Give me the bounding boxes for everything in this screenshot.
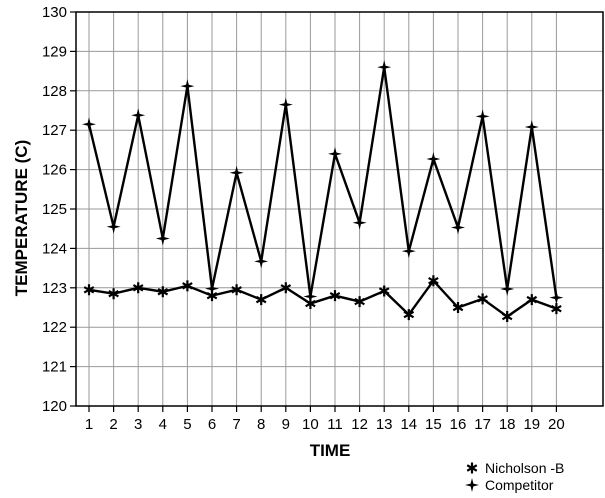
- x-tick-label: 20: [548, 416, 565, 433]
- x-tick-label: 1: [85, 416, 93, 433]
- data-point: [180, 79, 195, 94]
- data-point: [182, 280, 193, 292]
- data-point: [131, 108, 146, 123]
- x-tick-label: 5: [183, 416, 191, 433]
- y-tick-label: 128: [42, 83, 67, 100]
- y-tick-label: 127: [42, 122, 67, 139]
- data-point: [403, 309, 415, 321]
- y-axis-ticks: 120 121 122 123 124 125 126 127 128 129 130: [42, 4, 76, 415]
- data-point: [108, 288, 119, 300]
- data-point: [82, 117, 96, 132]
- y-tick-label: 130: [42, 4, 67, 21]
- data-point: [524, 120, 539, 135]
- data-point: [155, 231, 170, 246]
- plot-frame: [75, 11, 604, 407]
- y-tick-label: 124: [42, 240, 67, 257]
- x-tick-label: 15: [425, 416, 442, 433]
- y-tick-label: 123: [42, 280, 67, 297]
- x-tick-label: 17: [474, 416, 491, 433]
- data-point: [303, 289, 318, 304]
- data-point: [475, 109, 490, 124]
- x-tick-label: 4: [159, 416, 167, 433]
- data-point: [526, 294, 538, 306]
- grid-lines: [76, 11, 603, 407]
- y-tick-label: 121: [42, 359, 67, 376]
- data-point: [329, 290, 341, 302]
- data-point: [501, 311, 513, 323]
- x-tick-label: 9: [282, 416, 290, 433]
- data-point: [477, 293, 488, 305]
- y-tick-label: 122: [42, 319, 67, 336]
- x-axis-ticks: 1 2 3 4 5 6 7 8 9 10 11 12 13 14 15 16 17 18 19 20: [85, 406, 565, 433]
- series-line: [88, 278, 557, 319]
- data-point: [157, 286, 169, 298]
- x-tick-label: 8: [257, 416, 265, 433]
- data-point: [378, 285, 390, 297]
- x-tick-label: 13: [376, 416, 393, 433]
- legend-asterisk-shape: [466, 462, 478, 474]
- x-tick-label: 7: [232, 416, 240, 433]
- data-point: [428, 275, 439, 287]
- y-tick-label: 125: [42, 201, 67, 218]
- series-nicholson: [83, 275, 562, 323]
- data-point: [106, 219, 121, 234]
- x-tick-label: 18: [499, 416, 516, 433]
- data-point: [401, 244, 416, 259]
- x-tick-label: 11: [327, 416, 343, 433]
- data-point: [205, 281, 219, 296]
- data-point: [551, 303, 562, 315]
- data-point: [452, 302, 464, 313]
- data-point: [255, 294, 267, 306]
- data-point: [549, 290, 564, 305]
- x-tick-label: 14: [400, 416, 417, 433]
- series-competitor: [82, 60, 564, 305]
- x-tick-label: 6: [208, 416, 216, 433]
- y-tick-label: 120: [42, 398, 67, 415]
- data-point: [451, 220, 465, 235]
- data-point: [377, 60, 392, 75]
- data-point: [354, 296, 365, 308]
- y-tick-label: 126: [42, 162, 67, 179]
- x-tick-label: 12: [351, 416, 368, 433]
- data-point: [278, 97, 293, 112]
- series-line: [87, 66, 558, 298]
- data-point: [352, 215, 367, 230]
- y-axis-title: TEMPERATURE (C): [12, 140, 31, 296]
- data-point: [132, 282, 144, 294]
- x-axis-title: TIME: [310, 441, 351, 460]
- legend-label-nicholson: Nicholson -B: [485, 460, 564, 476]
- legend-marker-asterisk-icon: [466, 462, 478, 474]
- data-point: [280, 282, 292, 294]
- data-point: [500, 281, 515, 296]
- x-tick-label: 2: [109, 416, 117, 433]
- data-point: [231, 284, 242, 296]
- legend: Nicholson -B Competitor: [465, 460, 564, 493]
- legend-label-competitor: Competitor: [485, 477, 554, 493]
- legend-marker-star-icon: [465, 478, 479, 492]
- x-tick-label: 16: [450, 416, 467, 433]
- legend-item-nicholson: Nicholson -B: [466, 460, 564, 476]
- y-tick-label: 129: [42, 43, 67, 60]
- legend-star-shape: [465, 478, 479, 492]
- x-tick-label: 10: [302, 416, 319, 433]
- legend-item-competitor: Competitor: [465, 477, 554, 493]
- data-point: [83, 284, 95, 296]
- data-point: [426, 151, 441, 166]
- x-tick-label: 3: [134, 416, 142, 433]
- data-point: [328, 146, 342, 161]
- data-point: [254, 254, 269, 269]
- x-tick-label: 19: [523, 416, 540, 433]
- data-point: [229, 165, 244, 180]
- series-layer: [82, 60, 564, 323]
